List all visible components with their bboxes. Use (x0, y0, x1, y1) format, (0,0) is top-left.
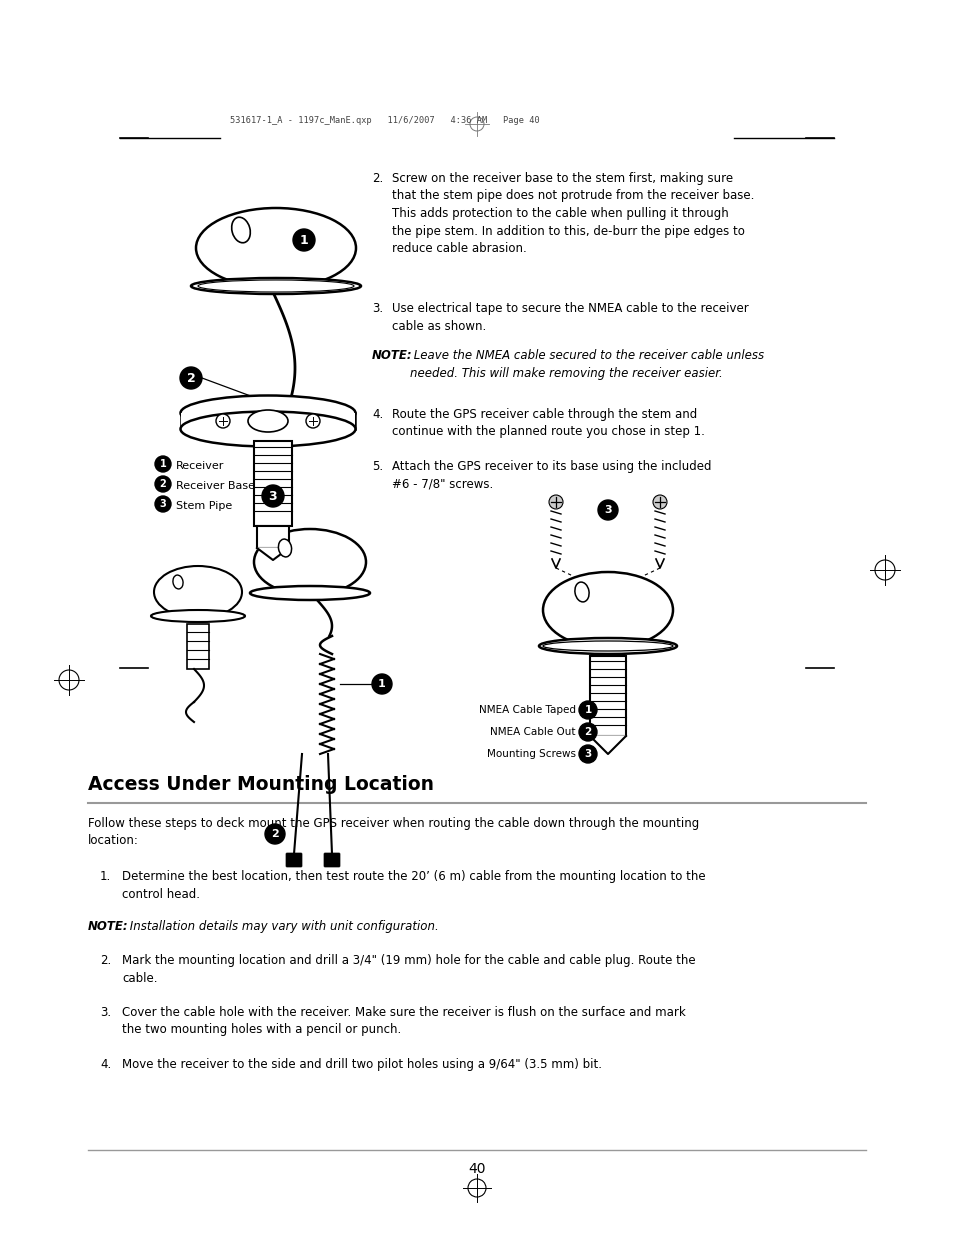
Text: 2: 2 (159, 479, 166, 489)
Circle shape (180, 367, 202, 389)
Text: NOTE:: NOTE: (372, 350, 413, 362)
Circle shape (598, 500, 618, 520)
Text: 2: 2 (187, 372, 195, 384)
Text: 1: 1 (299, 233, 308, 247)
Text: 3: 3 (603, 505, 611, 515)
Circle shape (262, 485, 284, 508)
Text: 40: 40 (468, 1162, 485, 1176)
Text: Attach the GPS receiver to its base using the included
#6 - 7/8" screws.: Attach the GPS receiver to its base usin… (392, 459, 711, 490)
Ellipse shape (253, 529, 366, 595)
Ellipse shape (153, 566, 242, 618)
Text: Determine the best location, then test route the 20’ (6 m) cable from the mounti: Determine the best location, then test r… (122, 869, 705, 900)
Circle shape (548, 495, 562, 509)
Ellipse shape (248, 410, 288, 432)
Ellipse shape (172, 576, 183, 589)
Text: Screw on the receiver base to the stem first, making sure
that the stem pipe doe: Screw on the receiver base to the stem f… (392, 172, 754, 254)
Text: Receiver Base: Receiver Base (175, 480, 254, 492)
Text: 4.: 4. (372, 408, 383, 421)
Text: Leave the NMEA cable secured to the receiver cable unless
needed. This will make: Leave the NMEA cable secured to the rece… (410, 350, 763, 379)
Circle shape (154, 475, 171, 492)
Text: Stem Pipe: Stem Pipe (175, 501, 232, 511)
Circle shape (652, 495, 666, 509)
Circle shape (265, 824, 285, 844)
Text: 3: 3 (269, 489, 277, 503)
Text: 1: 1 (584, 705, 591, 715)
FancyBboxPatch shape (181, 412, 355, 429)
Text: 3.: 3. (100, 1007, 111, 1019)
Circle shape (372, 674, 392, 694)
FancyBboxPatch shape (589, 656, 625, 736)
Text: Mark the mounting location and drill a 3/4" (19 mm) hole for the cable and cable: Mark the mounting location and drill a 3… (122, 953, 695, 984)
Text: NMEA Cable Taped: NMEA Cable Taped (478, 705, 576, 715)
Ellipse shape (180, 411, 355, 447)
Ellipse shape (575, 582, 589, 601)
Text: 531617-1_A - 1197c_ManE.qxp   11/6/2007   4:36 AM   Page 40: 531617-1_A - 1197c_ManE.qxp 11/6/2007 4:… (230, 116, 539, 125)
Text: 5.: 5. (372, 459, 383, 473)
Circle shape (578, 722, 597, 741)
Ellipse shape (278, 538, 292, 557)
Polygon shape (589, 736, 625, 755)
Text: Move the receiver to the side and drill two pilot holes using a 9/64" (3.5 mm) b: Move the receiver to the side and drill … (122, 1058, 601, 1071)
Circle shape (578, 701, 597, 719)
Circle shape (306, 414, 319, 429)
Text: 2: 2 (271, 829, 278, 839)
Text: 3: 3 (159, 499, 166, 509)
Text: Receiver: Receiver (175, 461, 224, 471)
Ellipse shape (151, 610, 245, 622)
Ellipse shape (195, 207, 355, 288)
FancyBboxPatch shape (256, 526, 289, 548)
Ellipse shape (180, 395, 355, 431)
Text: 3: 3 (584, 748, 591, 760)
Text: Mounting Screws: Mounting Screws (486, 748, 576, 760)
Circle shape (293, 228, 314, 251)
Ellipse shape (538, 638, 677, 655)
Text: 1: 1 (159, 459, 166, 469)
FancyBboxPatch shape (324, 853, 339, 867)
Polygon shape (256, 548, 289, 559)
Ellipse shape (232, 217, 250, 243)
Text: NMEA Cable Out: NMEA Cable Out (490, 727, 576, 737)
Circle shape (578, 745, 597, 763)
Text: Installation details may vary with unit configuration.: Installation details may vary with unit … (126, 920, 438, 932)
Text: 1: 1 (377, 679, 385, 689)
Text: Cover the cable hole with the receiver. Make sure the receiver is flush on the s: Cover the cable hole with the receiver. … (122, 1007, 685, 1036)
FancyBboxPatch shape (286, 853, 302, 867)
Circle shape (154, 456, 171, 472)
Circle shape (154, 496, 171, 513)
FancyBboxPatch shape (187, 624, 209, 669)
Text: Follow these steps to deck mount the GPS receiver when routing the cable down th: Follow these steps to deck mount the GPS… (88, 818, 699, 847)
Text: Use electrical tape to secure the NMEA cable to the receiver
cable as shown.: Use electrical tape to secure the NMEA c… (392, 303, 748, 332)
Ellipse shape (250, 585, 370, 600)
Text: 4.: 4. (100, 1058, 112, 1071)
Text: 2: 2 (584, 727, 591, 737)
Ellipse shape (191, 278, 360, 294)
Circle shape (215, 414, 230, 429)
FancyBboxPatch shape (253, 441, 292, 526)
Ellipse shape (542, 572, 672, 648)
Text: 1.: 1. (100, 869, 112, 883)
Text: Access Under Mounting Location: Access Under Mounting Location (88, 776, 434, 794)
Text: 2.: 2. (100, 953, 112, 967)
Text: 3.: 3. (372, 303, 383, 315)
Text: 2.: 2. (372, 172, 383, 185)
Text: Route the GPS receiver cable through the stem and
continue with the planned rout: Route the GPS receiver cable through the… (392, 408, 704, 438)
Text: NOTE:: NOTE: (88, 920, 129, 932)
